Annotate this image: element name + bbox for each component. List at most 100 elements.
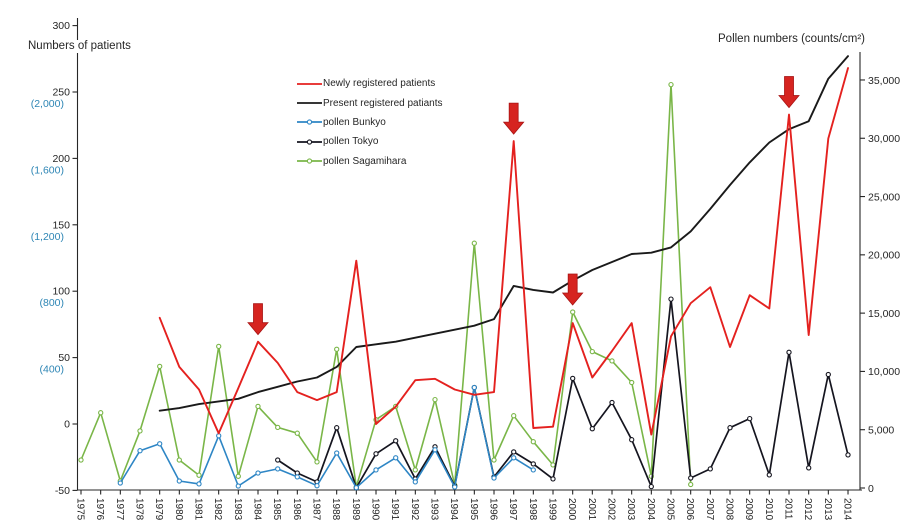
left-tick-label: 200 bbox=[52, 153, 70, 165]
data-point-marker bbox=[727, 425, 733, 431]
annotation-arrows bbox=[247, 76, 800, 336]
legend: Newly registered patients Present registe… bbox=[297, 74, 443, 171]
data-point-marker bbox=[609, 399, 615, 406]
axes bbox=[76, 18, 862, 491]
data-point-marker bbox=[334, 425, 340, 431]
data-point-marker bbox=[275, 424, 281, 431]
data-point-marker bbox=[511, 455, 517, 461]
data-point-marker bbox=[255, 403, 261, 410]
left-tick-label: 150 bbox=[52, 219, 70, 231]
data-point-marker bbox=[393, 455, 399, 461]
data-point-marker bbox=[432, 447, 438, 453]
legend-label: Present registered patiants bbox=[323, 97, 443, 109]
x-tick-label: 2001 bbox=[586, 498, 597, 521]
data-point-marker bbox=[432, 396, 438, 403]
x-tick-label: 2002 bbox=[606, 498, 617, 521]
data-point-marker bbox=[373, 451, 379, 457]
data-point-marker bbox=[235, 483, 241, 489]
x-tick-label: 2013 bbox=[822, 498, 833, 521]
data-point-marker bbox=[629, 379, 635, 386]
legend-item: pollen Bunkyo bbox=[297, 113, 443, 132]
data-point-marker bbox=[393, 438, 399, 444]
red-down-arrow bbox=[247, 303, 269, 336]
red-down-arrow bbox=[561, 273, 584, 306]
x-tick-label: 1979 bbox=[153, 498, 164, 521]
x-axis-ticks: 1975 1976 1977 1978 1979 1980 1981 1982 1983 1984… bbox=[75, 490, 853, 521]
x-tick-label: 1975 bbox=[75, 498, 86, 521]
data-point-marker bbox=[668, 81, 674, 88]
data-point-marker bbox=[294, 474, 300, 480]
data-point-marker bbox=[609, 358, 615, 364]
data-point-marker bbox=[550, 476, 556, 482]
data-point-marker bbox=[648, 483, 654, 490]
data-point-marker bbox=[137, 448, 143, 454]
x-tick-label: 2010 bbox=[763, 498, 774, 521]
left-axis-title: Numbers of patients bbox=[26, 40, 133, 53]
data-point-marker bbox=[196, 481, 202, 487]
right-tick-label: 0 bbox=[868, 483, 874, 495]
series-pollen-tokyo bbox=[275, 296, 851, 491]
data-point-marker bbox=[334, 450, 340, 456]
left-tick-label: -50 bbox=[55, 485, 70, 497]
series-pollen-bunkyo bbox=[117, 384, 536, 491]
data-point-marker bbox=[530, 461, 536, 467]
data-point-marker bbox=[176, 478, 182, 484]
data-point-marker bbox=[491, 475, 497, 481]
x-tick-label: 1990 bbox=[370, 498, 381, 521]
data-point-marker bbox=[845, 452, 851, 458]
legend-item: pollen Sagamihara bbox=[297, 152, 443, 171]
x-tick-label: 2007 bbox=[704, 498, 715, 521]
legend-swatch-marker-line bbox=[297, 158, 322, 164]
series-present-registered-patiants bbox=[158, 55, 849, 412]
x-tick-label: 1995 bbox=[468, 498, 479, 521]
legend-item: pollen Tokyo bbox=[297, 132, 443, 151]
x-tick-label: 1998 bbox=[527, 498, 538, 521]
x-tick-label: 1980 bbox=[173, 498, 184, 521]
x-tick-label: 1977 bbox=[114, 498, 125, 521]
left-tick-sublabel: (2,000) bbox=[31, 98, 64, 110]
data-point-marker bbox=[255, 470, 261, 476]
left-tick-sublabel: (400) bbox=[39, 364, 64, 376]
right-tick-label: 30,000 bbox=[868, 133, 900, 145]
right-axis-ticks: 35,000 30,000 25,000 20,000 15,000 10,000 5,00… bbox=[860, 75, 900, 495]
data-point-marker bbox=[688, 481, 694, 488]
red-down-arrow bbox=[778, 76, 800, 109]
data-point-marker bbox=[275, 457, 281, 463]
right-tick-label: 15,000 bbox=[868, 308, 900, 320]
right-tick-label: 25,000 bbox=[868, 191, 900, 203]
data-point-marker bbox=[570, 309, 576, 315]
data-point-marker bbox=[668, 296, 674, 302]
x-tick-label: 1986 bbox=[291, 498, 302, 521]
left-tick-label: 300 bbox=[52, 20, 70, 32]
data-point-marker bbox=[825, 371, 831, 378]
x-tick-label: 1989 bbox=[350, 498, 361, 521]
legend-swatch-line bbox=[297, 102, 322, 104]
data-point-marker bbox=[530, 467, 536, 473]
left-tick-sublabel: (1,600) bbox=[31, 164, 64, 176]
data-point-marker bbox=[511, 449, 517, 455]
data-point-marker bbox=[353, 485, 359, 491]
data-point-marker bbox=[314, 483, 320, 489]
left-tick-label: 50 bbox=[58, 352, 70, 364]
left-tick-label: 100 bbox=[52, 286, 70, 298]
legend-item: Present registered patiants bbox=[297, 93, 443, 112]
data-point-marker bbox=[452, 484, 458, 490]
legend-swatch-marker-line bbox=[297, 119, 322, 126]
data-point-marker bbox=[275, 466, 281, 472]
x-tick-label: 1981 bbox=[193, 498, 204, 521]
left-tick-label: 250 bbox=[52, 87, 70, 99]
right-tick-label: 20,000 bbox=[868, 250, 900, 262]
data-point-marker bbox=[589, 426, 595, 432]
data-point-marker bbox=[373, 467, 379, 473]
legend-label: pollen Bunkyo bbox=[323, 116, 386, 128]
x-tick-label: 1978 bbox=[134, 498, 145, 521]
data-point-marker bbox=[196, 472, 202, 478]
left-axis-ticks: 300 250(2,000) 200(1,600) 150(1,200) 100(800… bbox=[31, 20, 78, 497]
data-point-marker bbox=[471, 384, 477, 391]
x-tick-label: 2012 bbox=[802, 498, 813, 521]
data-point-marker bbox=[511, 413, 517, 419]
data-point-marker bbox=[570, 375, 576, 382]
legend-label: Newly registered patients bbox=[323, 78, 436, 90]
